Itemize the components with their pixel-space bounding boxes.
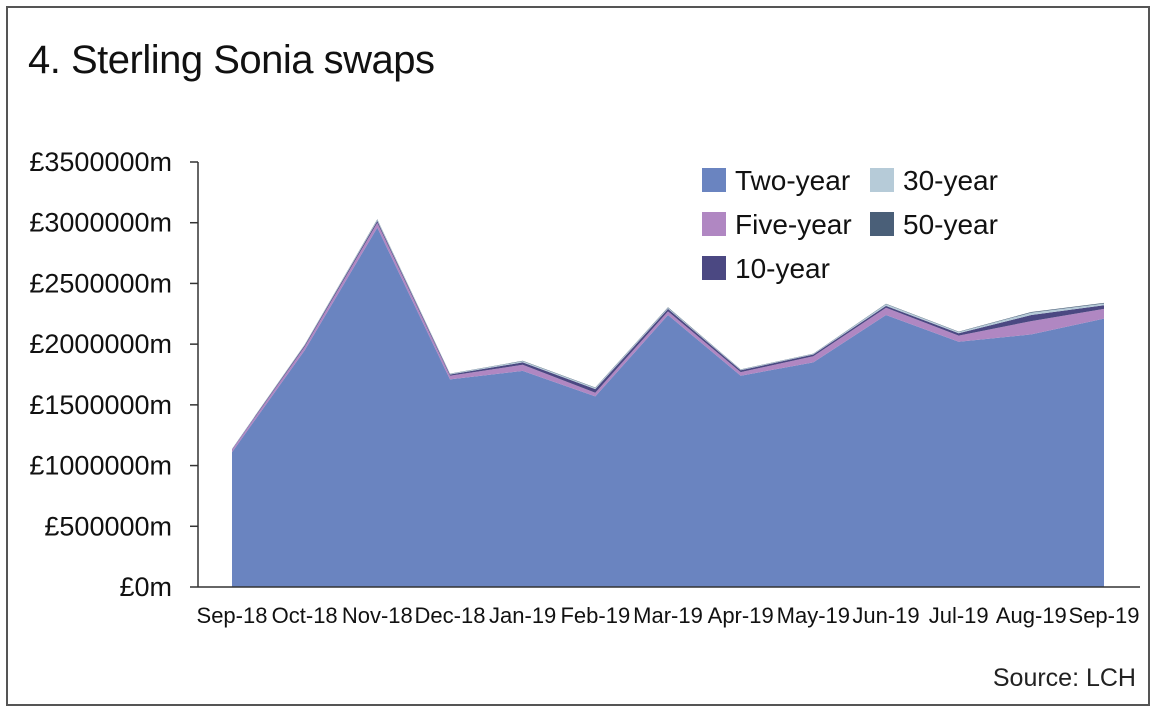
legend-swatch-five-year [702, 212, 726, 236]
x-tick-label: Aug-19 [996, 603, 1067, 628]
y-tick-label: £2500000m [29, 268, 172, 298]
legend-label-50-year: 50-year [903, 209, 998, 240]
y-tick-label: £3500000m [29, 147, 172, 177]
legend-swatch-two-year [702, 168, 726, 192]
x-tick-label: May-19 [777, 603, 850, 628]
x-tick-label: Jul-19 [929, 603, 989, 628]
legend-swatch-30-year [870, 168, 894, 192]
x-tick-label: Sep-18 [197, 603, 268, 628]
x-tick-label: Apr-19 [708, 603, 774, 628]
legend-swatch-10-year [702, 256, 726, 280]
chart-title: 4. Sterling Sonia swaps [28, 38, 435, 82]
x-tick-label: Mar-19 [633, 603, 703, 628]
source-note: Source: LCH [992, 664, 1136, 692]
x-tick-label: Oct-18 [272, 603, 338, 628]
x-tick-label: Sep-19 [1069, 603, 1140, 628]
x-axis-ticks: Sep-18 Oct-18 Nov-18 Dec-18 Jan-19 Feb-19 Mar-… [197, 603, 1140, 628]
series-areas [232, 219, 1104, 587]
axes [197, 162, 1140, 588]
legend-label-10-year: 10-year [735, 253, 830, 284]
y-axis-ticks: £0m £500000m £1000000m £1500000m £2000000m £2… [29, 147, 198, 602]
x-tick-label: Jun-19 [852, 603, 919, 628]
y-tick-label: £500000m [44, 511, 172, 541]
x-tick-label: Jan-19 [489, 603, 556, 628]
y-tick-label: £0m [119, 572, 172, 602]
x-tick-label: Nov-18 [342, 603, 413, 628]
x-tick-label: Dec-18 [415, 603, 486, 628]
legend-label-30-year: 30-year [903, 165, 998, 196]
x-tick-label: Feb-19 [560, 603, 630, 628]
legend-label-two-year: Two-year [735, 165, 850, 196]
y-tick-label: £1000000m [29, 451, 172, 481]
legend-swatch-50-year [870, 212, 894, 236]
y-tick-label: £1500000m [29, 390, 172, 420]
y-tick-label: £3000000m [29, 208, 172, 238]
legend: Two-year 30-year Five-year 50-year 10-year [702, 165, 998, 284]
y-tick-label: £2000000m [29, 329, 172, 359]
area-series-two-year [232, 227, 1104, 587]
legend-label-five-year: Five-year [735, 209, 852, 240]
